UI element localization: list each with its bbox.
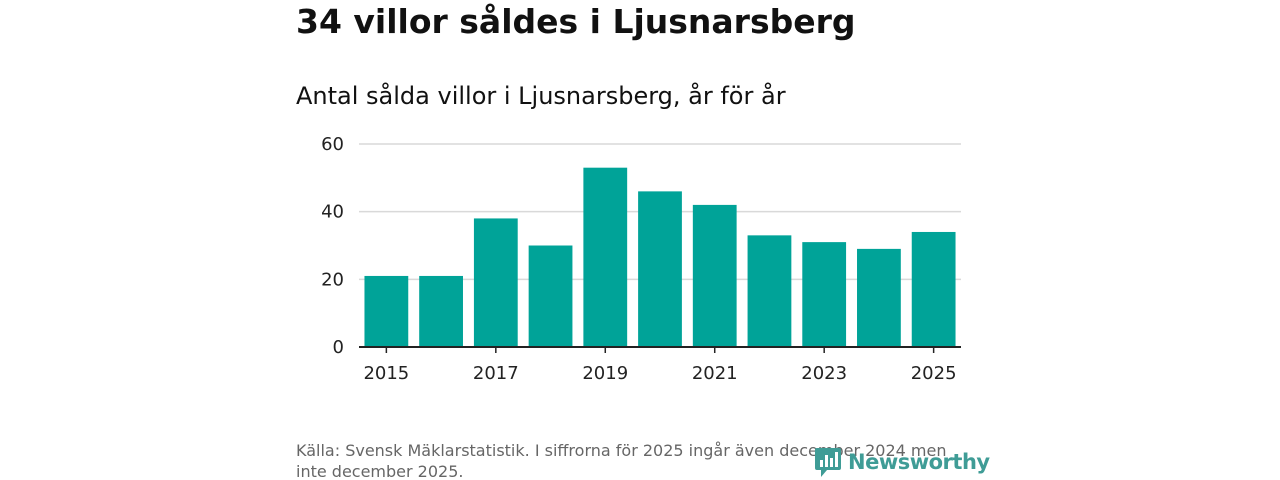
headline: 34 villor såldes i Ljusnarsberg — [296, 2, 856, 41]
logo-text: Newsworthy — [848, 450, 990, 474]
x-tick-label-2017: 2017 — [473, 363, 519, 384]
bar-2022 — [747, 235, 792, 347]
axes: 0 20 40 60 2015 2017 2019 2021 2023 2025 — [321, 134, 961, 384]
y-tick-label-20: 20 — [321, 269, 344, 290]
x-tick-label-2023: 2023 — [801, 363, 847, 384]
x-tick-label-2019: 2019 — [582, 363, 628, 384]
bar-2016 — [419, 275, 463, 347]
y-tick-label-0: 0 — [333, 337, 344, 358]
bar-2023 — [802, 242, 847, 347]
bar-2021 — [692, 204, 737, 347]
bar-2025 — [911, 231, 956, 347]
bar-2024 — [857, 248, 901, 347]
x-tick-label-2025: 2025 — [911, 363, 957, 384]
chart-subtitle: Antal sålda villor i Ljusnarsberg, år fö… — [296, 82, 786, 110]
bar-2018 — [528, 245, 573, 347]
bar-2015 — [364, 275, 409, 347]
bar-2019 — [583, 167, 628, 347]
bar-2017 — [473, 218, 518, 347]
y-tick-label-40: 40 — [321, 202, 344, 223]
bars — [364, 167, 956, 347]
x-tick-label-2015: 2015 — [363, 363, 409, 384]
y-tick-label-60: 60 — [321, 134, 344, 155]
newsworthy-logo-icon — [815, 448, 841, 477]
bar-chart: 0 20 40 60 2015 2017 2019 2021 2023 2025 — [321, 134, 961, 384]
newsworthy-logo: Newsworthy — [814, 446, 990, 478]
source-note: Källa: Svensk Mäklarstatistik. I siffror… — [296, 441, 947, 480]
x-tick-label-2021: 2021 — [692, 363, 738, 384]
bar-2020 — [638, 191, 682, 347]
